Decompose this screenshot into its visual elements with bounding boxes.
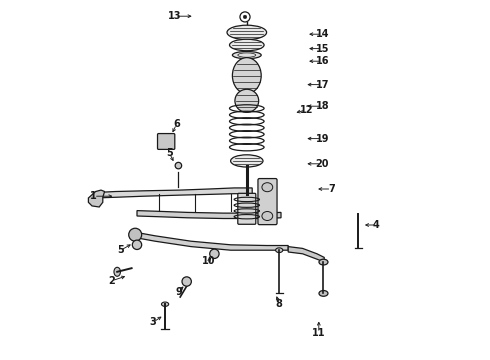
FancyBboxPatch shape [157,134,175,149]
Text: 4: 4 [373,220,380,230]
Text: 5: 5 [166,148,173,158]
Circle shape [210,249,219,258]
Ellipse shape [232,51,261,59]
Text: 11: 11 [312,328,325,338]
Ellipse shape [162,302,169,306]
Polygon shape [288,247,324,262]
Text: 10: 10 [202,256,216,266]
Circle shape [129,228,142,241]
Ellipse shape [235,89,259,112]
Polygon shape [137,211,281,219]
Text: 16: 16 [316,56,329,66]
Ellipse shape [232,58,261,94]
Circle shape [132,240,142,249]
Text: 9: 9 [175,287,182,297]
Text: 12: 12 [299,105,313,115]
Text: 14: 14 [316,29,329,39]
Text: 18: 18 [316,101,329,111]
Text: 5: 5 [118,245,124,255]
Polygon shape [88,190,104,207]
Text: 6: 6 [173,119,180,129]
Polygon shape [135,232,288,250]
Text: 7: 7 [328,184,335,194]
Ellipse shape [229,39,264,51]
FancyBboxPatch shape [238,193,256,224]
Ellipse shape [262,183,273,192]
Text: 17: 17 [316,80,329,90]
Text: 3: 3 [150,317,157,327]
Ellipse shape [275,248,283,253]
Text: 19: 19 [316,134,329,144]
Ellipse shape [262,212,273,220]
Text: 15: 15 [316,44,329,54]
Ellipse shape [114,267,121,276]
Ellipse shape [175,162,182,169]
Ellipse shape [319,259,328,265]
FancyBboxPatch shape [258,179,277,225]
Ellipse shape [231,155,263,167]
Polygon shape [94,188,252,198]
Text: 1: 1 [91,191,97,201]
Circle shape [182,277,192,286]
Text: 2: 2 [108,276,115,286]
Ellipse shape [227,25,267,40]
Text: 13: 13 [168,11,182,21]
Ellipse shape [319,291,328,296]
Text: 8: 8 [276,299,283,309]
Text: 20: 20 [316,159,329,169]
Circle shape [243,15,247,19]
